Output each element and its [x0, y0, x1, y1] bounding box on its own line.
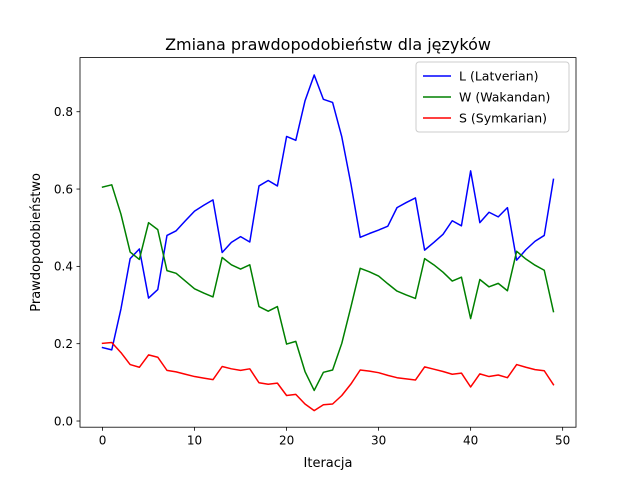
y-tick-label: 0.6 [54, 182, 73, 196]
x-tick-label: 10 [187, 434, 202, 448]
x-axis-label: Iteracja [304, 456, 353, 471]
legend-label-symkarian: S (Symkarian) [459, 111, 547, 126]
x-tick-label: 30 [371, 434, 386, 448]
x-tick-label: 40 [463, 434, 478, 448]
y-tick-label: 0.4 [54, 260, 73, 274]
x-tick-label: 20 [279, 434, 294, 448]
chart-title: Zmiana prawdopodobieństw dla języków [165, 35, 491, 54]
y-tick-label: 0.8 [54, 105, 73, 119]
y-tick-label: 0.2 [54, 337, 73, 351]
x-tick-label: 0 [99, 434, 107, 448]
x-tick-label: 50 [555, 434, 570, 448]
y-axis-label: Prawdopodobieństwo [29, 173, 44, 312]
legend-label-latverian: L (Latverian) [459, 69, 539, 84]
y-tick-label: 0.0 [54, 414, 73, 428]
legend-label-wakandan: W (Wakandan) [459, 90, 550, 105]
legend: L (Latverian) W (Wakandan) S (Symkarian) [416, 62, 569, 132]
